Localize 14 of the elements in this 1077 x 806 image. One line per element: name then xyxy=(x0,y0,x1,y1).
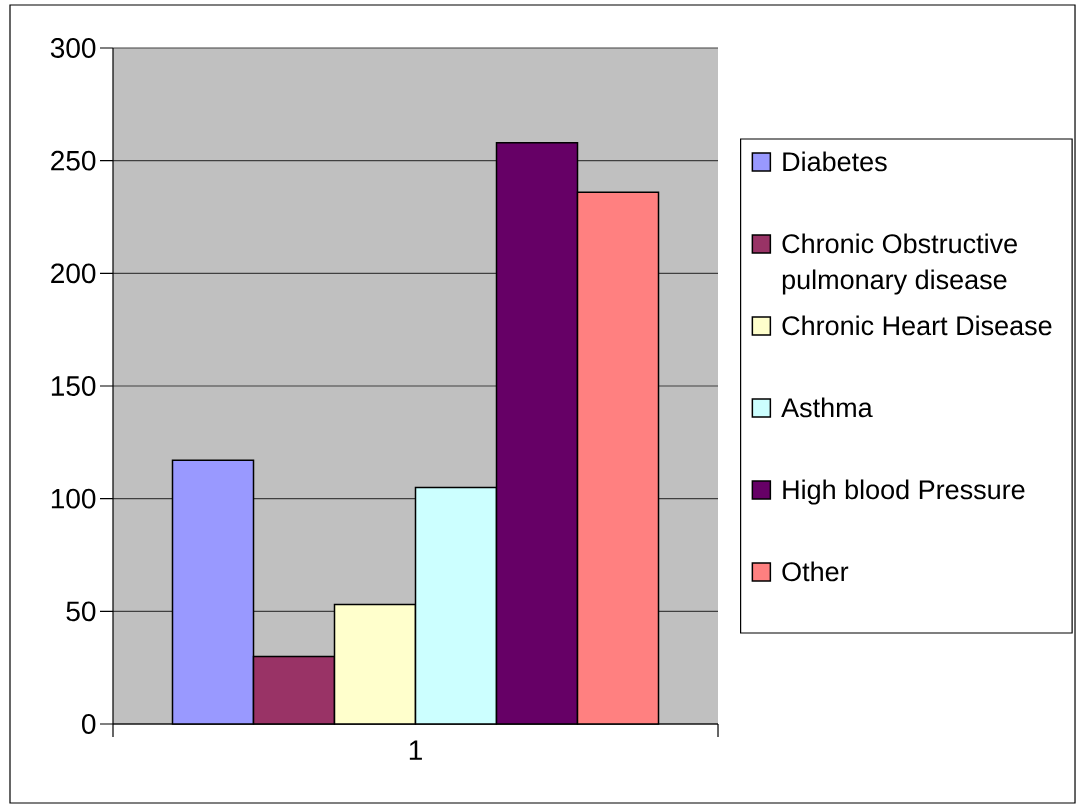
y-tick-label: 200 xyxy=(51,263,96,284)
legend-label: Other xyxy=(782,561,849,582)
y-tick-label: 300 xyxy=(50,38,96,58)
y-tick-label: 50 xyxy=(66,601,96,622)
x-tick-label: 1 xyxy=(409,740,422,760)
y-tick-label: 250 xyxy=(51,150,96,171)
y-tick-label: 100 xyxy=(51,488,96,509)
legend-label: Chronic Heart Disease xyxy=(782,315,1052,336)
legend-label: Diabetes xyxy=(783,151,887,172)
y-tick-label: 150 xyxy=(51,376,96,396)
legend-label: Asthma xyxy=(781,397,873,418)
legend-label: Chronic Obstructive pulmonary disease xyxy=(782,233,1017,295)
legend-label: High blood Pressure xyxy=(783,479,1025,505)
y-tick-label: 0 xyxy=(82,714,96,734)
